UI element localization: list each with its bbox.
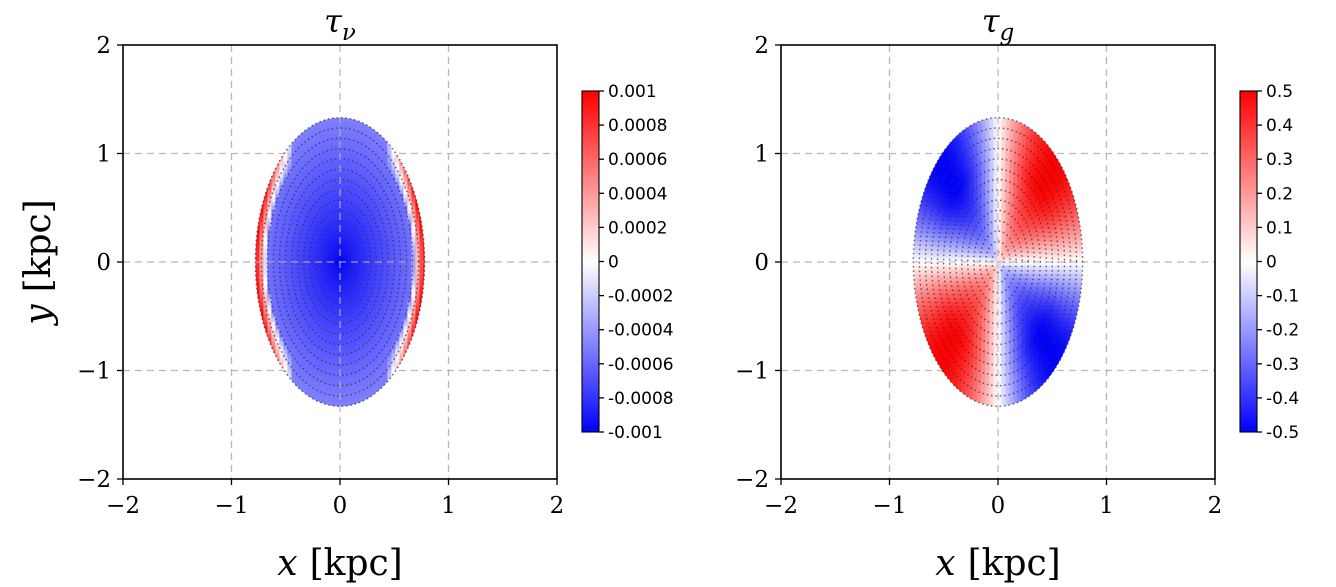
overlay-ring xyxy=(954,189,1042,335)
overlay-ring xyxy=(930,147,1066,377)
colorbar-tick-label: 0.001 xyxy=(608,82,657,102)
overlay-ring xyxy=(296,189,384,335)
colorbar-tick-label: -0.2 xyxy=(1266,321,1299,341)
y-tick-label: 0 xyxy=(96,250,111,276)
colorbar-tick-label: -0.001 xyxy=(608,423,663,443)
x-tick-label: 2 xyxy=(550,493,565,519)
overlay-ring xyxy=(321,230,359,294)
overlay-ring xyxy=(272,147,408,377)
colorbar-tick-label: -0.5 xyxy=(1266,423,1299,443)
colorbar-tick-label: -0.3 xyxy=(1266,355,1299,375)
y-tick-label: 2 xyxy=(754,33,769,59)
colorbar-tick-label: 0 xyxy=(1266,253,1277,273)
y-tick-label: −1 xyxy=(77,359,111,385)
y-tick-label: 2 xyxy=(96,33,111,59)
y-axis-label: y[kpc] xyxy=(18,199,59,326)
y-tick-label: −1 xyxy=(735,359,769,385)
colorbar-tick-label: -0.4 xyxy=(1266,389,1299,409)
x-tick-label: 0 xyxy=(333,493,348,519)
heatmap xyxy=(255,117,425,407)
ticks: −2−2 −1 −1 0 0 1 1 2 2 xyxy=(735,33,1222,519)
x-axis-label: x [kpc] xyxy=(935,543,1060,584)
colorbar: 0.001 0.0008 0.0006 0.0004 0.0002 0 -0.0002 -0.… xyxy=(581,82,674,443)
colorbar-tick-label: -0.1 xyxy=(1266,287,1299,307)
panel-tau-g: −2−2 −1 −1 0 0 1 1 2 2 τg x [kpc] 0.5 0.4 0.3 0.2 0.1 0 -0… xyxy=(735,2,1299,584)
colorbar-tick-label: 0.0002 xyxy=(608,218,667,238)
x-tick-label: 2 xyxy=(1208,493,1223,519)
y-tick-label: 1 xyxy=(96,142,111,168)
ticks: −2−2 −1 −1 0 0 1 1 2 2 xyxy=(77,33,564,519)
chart-title: τν xyxy=(324,2,356,46)
chart-title: τg xyxy=(982,2,1014,46)
heatmap xyxy=(913,117,1083,407)
y-tick-label: 1 xyxy=(754,142,769,168)
colorbar-tick-label: -0.0004 xyxy=(608,321,674,341)
overlay-ring xyxy=(912,116,1084,408)
x-tick-label: −1 xyxy=(873,493,907,519)
x-tick-label: −1 xyxy=(215,493,249,519)
colorbar-tick-label: 0.0006 xyxy=(608,150,667,170)
colorbar-tick-label: 0.5 xyxy=(1266,82,1293,102)
colorbar-tick-label: -0.0006 xyxy=(608,355,674,375)
colorbar-tick-label: 0.4 xyxy=(1266,116,1293,136)
colorbar: 0.5 0.4 0.3 0.2 0.1 0 -0.1 -0.2 -0.3 -0.4 -0.5 xyxy=(1239,82,1299,443)
colorbar-tick-label: 0.3 xyxy=(1266,150,1293,170)
colorbar-tick-label: 0 xyxy=(608,253,619,273)
x-tick-label: 0 xyxy=(991,493,1006,519)
grid-over xyxy=(913,117,1083,407)
grid-over xyxy=(255,117,425,407)
colorbar-tick-label: -0.0002 xyxy=(608,287,674,307)
x-tick-label: −2 xyxy=(106,493,140,519)
y-tick-label: −2 xyxy=(77,467,111,493)
colorbar-tick-label: 0.1 xyxy=(1266,218,1293,238)
colorbar-tick-label: -0.0008 xyxy=(608,389,674,409)
x-tick-label: 1 xyxy=(1099,493,1114,519)
y-tick-label: −2 xyxy=(735,467,769,493)
x-tick-label: 1 xyxy=(441,493,456,519)
colorbar-gradient xyxy=(582,91,599,432)
colorbar-gradient xyxy=(1240,91,1257,432)
colorbar-tick-label: 0.0004 xyxy=(608,184,667,204)
colorbar-tick-label: 0.0008 xyxy=(608,116,667,136)
y-tick-label: 0 xyxy=(754,250,769,276)
x-tick-label: −2 xyxy=(764,493,798,519)
overlay-ring xyxy=(979,230,1017,294)
x-axis-label: x [kpc] xyxy=(277,543,402,584)
overlay-ring xyxy=(254,116,426,408)
colorbar-tick-label: 0.2 xyxy=(1266,184,1293,204)
